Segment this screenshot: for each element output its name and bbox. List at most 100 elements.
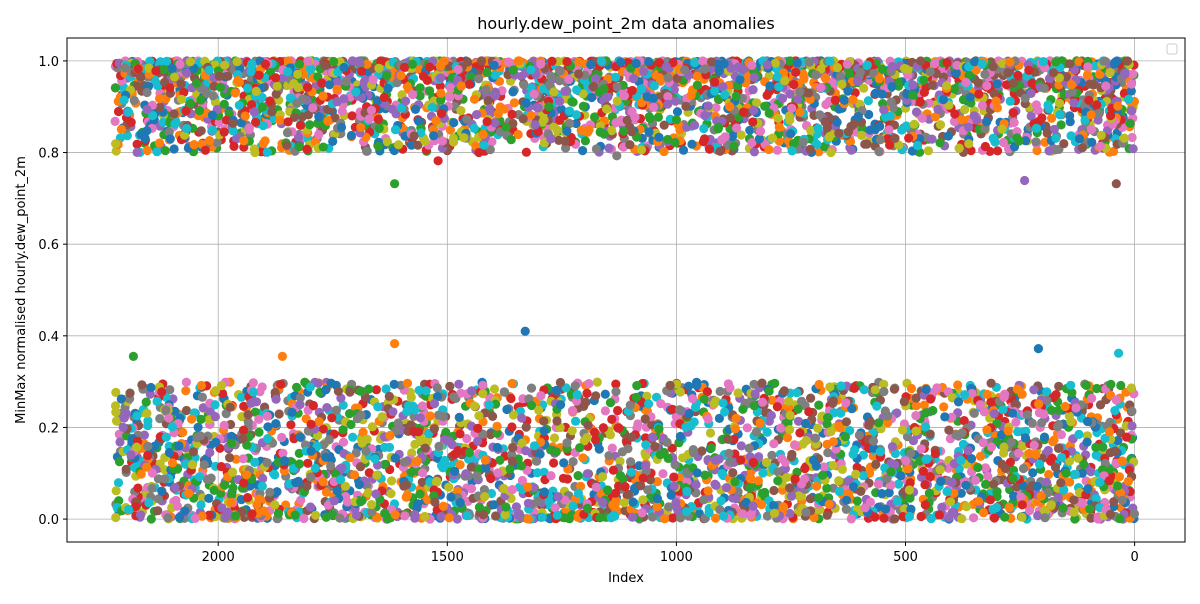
data-point [391,454,400,463]
data-point [439,502,448,511]
data-point [939,402,948,411]
data-point [608,500,617,509]
data-point [1051,463,1060,472]
data-point [980,407,989,416]
data-point [299,514,308,523]
data-point [786,411,795,420]
data-point [364,385,373,394]
data-point [1057,453,1066,462]
data-point [1106,380,1115,389]
data-point [794,405,803,414]
data-point [826,427,835,436]
data-point [749,458,758,467]
data-point [724,435,733,444]
data-point [364,488,373,497]
data-point [648,512,657,521]
data-point [355,480,364,489]
data-point [1127,407,1136,416]
data-point [568,406,577,415]
data-point [254,428,263,437]
data-point [416,413,425,422]
data-point [1126,119,1135,128]
data-point [411,105,420,114]
data-point [936,477,945,486]
data-point [1128,133,1137,142]
data-point [585,125,594,134]
data-point [136,510,145,519]
data-point [1030,441,1039,450]
data-point [335,513,344,522]
data-point [430,399,439,408]
data-point [220,480,229,489]
data-point [197,126,206,135]
data-point [749,502,758,511]
data-point [999,448,1008,457]
data-point [296,432,305,441]
data-point [493,422,502,431]
data-point [367,500,376,509]
data-point [254,415,263,424]
data-point [806,394,815,403]
data-point [1028,468,1037,477]
data-point [433,383,442,392]
data-point [731,494,740,503]
data-point [1106,510,1115,519]
data-point [1048,437,1057,446]
data-point [1054,382,1063,391]
data-point [292,383,301,392]
data-point [112,486,121,495]
data-point [263,458,272,467]
data-point [552,447,561,456]
data-point [732,414,741,423]
data-point [334,387,343,396]
data-point [650,442,659,451]
data-point [864,96,873,105]
data-point [225,453,234,462]
data-point [244,410,253,419]
data-point [757,500,766,509]
data-point [574,489,583,498]
data-point [247,509,256,518]
data-point [990,409,999,418]
data-point [784,397,793,406]
data-point [783,433,792,442]
data-point [115,457,124,466]
data-point [706,428,715,437]
data-point [375,124,384,133]
data-point [506,394,515,403]
data-point [998,405,1007,414]
data-point [368,422,377,431]
data-point [1087,394,1096,403]
data-point [142,398,151,407]
data-point [582,433,591,442]
data-point [461,469,470,478]
data-point [1105,427,1114,436]
data-point [971,476,980,485]
data-point [584,421,593,430]
data-point [791,474,800,483]
data-point [491,511,500,520]
data-point [539,417,548,426]
data-point [407,393,416,402]
data-point [801,419,810,428]
data-point [1118,496,1127,505]
data-point [508,457,517,466]
data-point [362,147,371,156]
data-point [319,477,328,486]
data-point [997,460,1006,469]
data-point [449,392,458,401]
data-point [804,407,813,416]
data-point [731,424,740,433]
data-point [689,445,698,454]
data-point [180,507,189,516]
data-point [855,431,864,440]
data-point [322,403,331,412]
data-point [501,502,510,511]
data-point [725,457,734,466]
data-point [501,510,510,519]
data-point [198,393,207,402]
data-point [1000,393,1009,402]
data-point [1079,460,1088,469]
data-point [595,513,604,522]
